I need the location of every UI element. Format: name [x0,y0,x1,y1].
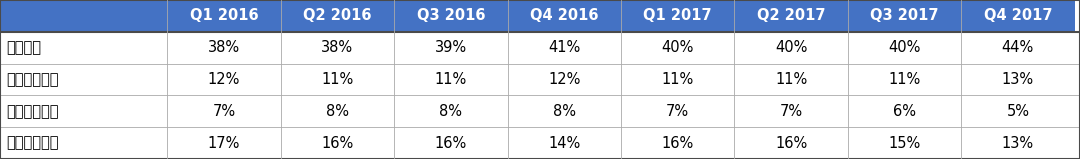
Text: 11%: 11% [775,72,807,87]
Bar [394,64,508,95]
Bar [167,0,281,32]
Text: 38%: 38% [208,40,240,55]
Bar [394,127,508,159]
Text: Q3 2016: Q3 2016 [417,8,485,23]
Bar [848,64,961,95]
Text: 5%: 5% [1007,104,1029,119]
Bar [281,127,394,159]
Bar [167,32,281,64]
Bar [961,32,1075,64]
Text: 11%: 11% [322,72,353,87]
Text: 8%: 8% [326,104,349,119]
Bar [848,0,961,32]
Text: Q2 2016: Q2 2016 [303,8,372,23]
Text: 8%: 8% [440,104,462,119]
Bar [0,64,167,95]
Bar [167,95,281,127]
Bar [167,127,281,159]
Text: 40%: 40% [775,40,807,55]
Bar [508,127,621,159]
Bar [848,95,961,127]
Text: 44%: 44% [1002,40,1034,55]
Text: 15%: 15% [889,136,920,151]
Text: 7%: 7% [780,104,802,119]
Bar [0,32,167,64]
Text: 41%: 41% [549,40,580,55]
Bar [734,32,848,64]
Bar [508,32,621,64]
Bar [961,64,1075,95]
Text: 40%: 40% [662,40,693,55]
Text: Q4 2017: Q4 2017 [984,8,1052,23]
Bar [621,0,734,32]
Bar [508,95,621,127]
Bar [961,95,1075,127]
Text: 13%: 13% [1002,136,1034,151]
Text: 38%: 38% [322,40,353,55]
Bar [508,0,621,32]
Bar [281,32,394,64]
Text: Q2 2017: Q2 2017 [757,8,825,23]
Text: 研发费用占比: 研发费用占比 [6,136,59,151]
Text: 14%: 14% [549,136,580,151]
Bar [621,127,734,159]
Text: 16%: 16% [775,136,807,151]
Text: 管理费用占比: 管理费用占比 [6,104,59,119]
Text: 39%: 39% [435,40,467,55]
Text: 6%: 6% [893,104,916,119]
Text: 16%: 16% [662,136,693,151]
Text: 11%: 11% [889,72,920,87]
Text: Q1 2016: Q1 2016 [190,8,258,23]
Text: 11%: 11% [662,72,693,87]
Bar [734,95,848,127]
Bar [281,0,394,32]
Bar [508,64,621,95]
Text: 11%: 11% [435,72,467,87]
Bar [394,0,508,32]
Bar [394,95,508,127]
Text: 12%: 12% [549,72,580,87]
Bar [0,95,167,127]
Bar [848,127,961,159]
Bar [621,32,734,64]
Text: Q4 2016: Q4 2016 [530,8,598,23]
Bar [167,64,281,95]
Bar [621,95,734,127]
Bar [961,0,1075,32]
Text: 13%: 13% [1002,72,1034,87]
Text: 16%: 16% [322,136,353,151]
Bar [281,64,394,95]
Text: 12%: 12% [208,72,240,87]
Text: 40%: 40% [889,40,920,55]
Text: 7%: 7% [213,104,235,119]
Text: Q1 2017: Q1 2017 [644,8,712,23]
Bar [621,64,734,95]
Text: 市场费用占比: 市场费用占比 [6,72,59,87]
Bar [394,32,508,64]
Text: 8%: 8% [553,104,576,119]
Bar [848,32,961,64]
Text: Q3 2017: Q3 2017 [870,8,939,23]
Text: 16%: 16% [435,136,467,151]
Bar [0,0,167,32]
Text: 17%: 17% [208,136,240,151]
Bar [734,127,848,159]
Text: 7%: 7% [666,104,689,119]
Bar [734,64,848,95]
Text: 成本占比: 成本占比 [6,40,41,55]
Bar [734,0,848,32]
Bar [281,95,394,127]
Bar [961,127,1075,159]
Bar [0,127,167,159]
